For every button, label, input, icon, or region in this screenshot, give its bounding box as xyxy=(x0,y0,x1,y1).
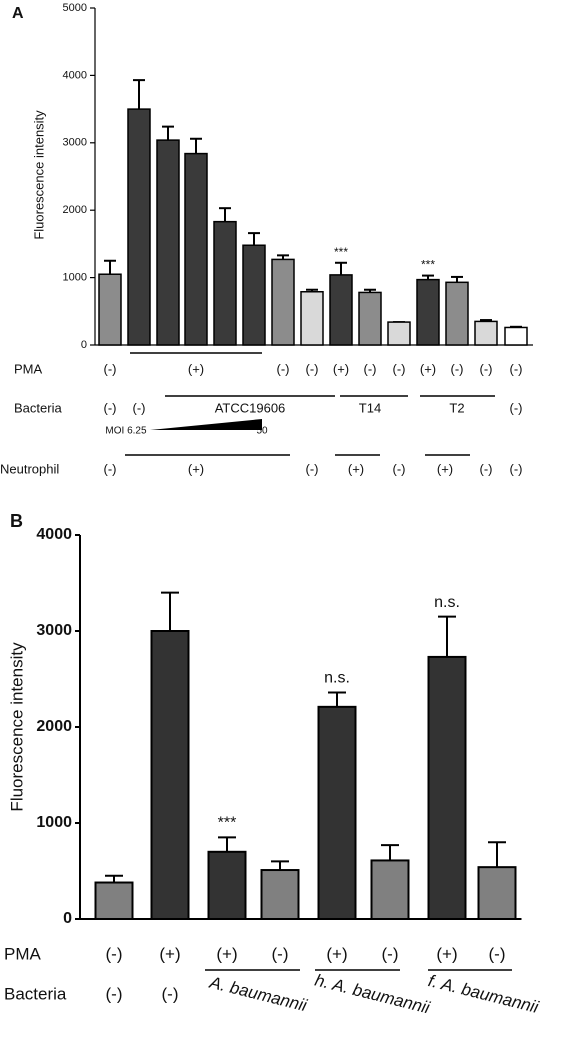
row-label: Bacteria xyxy=(14,400,62,415)
table-cell: (-) xyxy=(480,461,493,476)
table-cell: T2 xyxy=(449,400,464,415)
table-cell: (+) xyxy=(348,461,364,476)
y-tick-label: 4000 xyxy=(63,69,87,81)
table-cell: f. A. baumannii xyxy=(426,971,541,1017)
table-cell: (-) xyxy=(306,461,319,476)
y-tick-label: 4000 xyxy=(36,526,72,543)
y-tick-label: 5000 xyxy=(63,2,87,14)
y-axis-label: Fluorescence intensity xyxy=(7,642,26,812)
table-cell: (-) xyxy=(393,361,406,376)
row-label: PMA xyxy=(14,361,43,376)
moi-wedge xyxy=(150,419,262,430)
significance-label: *** xyxy=(218,815,237,832)
table-cell: (-) xyxy=(510,400,523,415)
bar xyxy=(207,850,247,920)
table-cell: h. A. baumannii xyxy=(313,971,433,1018)
table-cell: (+) xyxy=(216,944,237,963)
table-cell: (-) xyxy=(393,461,406,476)
bar xyxy=(370,859,410,921)
panel-label: A xyxy=(12,5,24,22)
panel-label: B xyxy=(10,511,23,531)
bar xyxy=(445,281,469,346)
row-label: PMA xyxy=(4,944,42,963)
table-cell: (-) xyxy=(106,944,123,963)
bar xyxy=(271,258,295,346)
table-cell: 50 xyxy=(256,426,268,437)
bar xyxy=(184,152,208,346)
table-cell: (+) xyxy=(188,361,204,376)
table-cell: (-) xyxy=(510,461,523,476)
bar xyxy=(260,869,300,920)
y-tick-label: 3000 xyxy=(63,137,87,149)
table-cell: (+) xyxy=(159,944,180,963)
bar xyxy=(150,630,190,920)
y-tick-label: 0 xyxy=(63,910,72,927)
table-cell: (-) xyxy=(306,361,319,376)
table-cell: ATCC19606 xyxy=(215,400,286,415)
y-axis-label: Fluorescence intensity xyxy=(31,110,46,240)
table-cell: (-) xyxy=(106,984,123,1003)
bar xyxy=(358,291,382,346)
significance-label: n.s. xyxy=(434,594,460,611)
table-cell: (-) xyxy=(104,400,117,415)
significance-label: n.s. xyxy=(324,670,350,687)
y-tick-label: 1000 xyxy=(63,272,87,284)
bar xyxy=(416,278,440,346)
table-cell: (-) xyxy=(133,400,146,415)
bar xyxy=(474,320,498,346)
table-cell: T14 xyxy=(359,400,381,415)
row-label: Neutrophil xyxy=(0,461,59,476)
bar xyxy=(300,291,324,346)
table-cell: (-) xyxy=(510,361,523,376)
table-cell: (+) xyxy=(333,361,349,376)
table-cell: (-) xyxy=(104,361,117,376)
table-cell: (-) xyxy=(104,461,117,476)
table-cell: (-) xyxy=(162,984,179,1003)
table-cell: MOI 6.25 xyxy=(105,426,147,437)
table-cell: (+) xyxy=(188,461,204,476)
y-tick-label: 1000 xyxy=(36,814,72,831)
table-cell: (-) xyxy=(382,944,399,963)
y-tick-label: 2000 xyxy=(36,718,72,735)
bar xyxy=(317,705,357,921)
table-cell: (-) xyxy=(480,361,493,376)
table-cell: A. baumannii xyxy=(207,973,310,1016)
table-cell: (-) xyxy=(272,944,289,963)
row-label: Bacteria xyxy=(4,984,67,1003)
table-cell: (-) xyxy=(364,361,377,376)
bar xyxy=(477,866,517,920)
table-cell: (-) xyxy=(451,361,464,376)
y-tick-label: 0 xyxy=(81,339,87,351)
significance-label: *** xyxy=(421,258,435,272)
bar xyxy=(98,273,122,346)
bar xyxy=(156,139,180,346)
bar xyxy=(387,321,411,346)
bar xyxy=(427,655,467,920)
bar xyxy=(504,326,528,346)
table-cell: (+) xyxy=(420,361,436,376)
y-tick-label: 2000 xyxy=(63,204,87,216)
table-cell: (+) xyxy=(436,944,457,963)
table-cell: (-) xyxy=(277,361,290,376)
table-cell: (+) xyxy=(326,944,347,963)
table-cell: (-) xyxy=(489,944,506,963)
bar xyxy=(329,274,353,346)
bar xyxy=(94,881,134,921)
significance-label: *** xyxy=(334,245,348,259)
y-tick-label: 3000 xyxy=(36,622,72,639)
bar xyxy=(242,244,266,346)
bar xyxy=(213,220,237,346)
table-cell: (+) xyxy=(437,461,453,476)
bar xyxy=(127,108,151,346)
